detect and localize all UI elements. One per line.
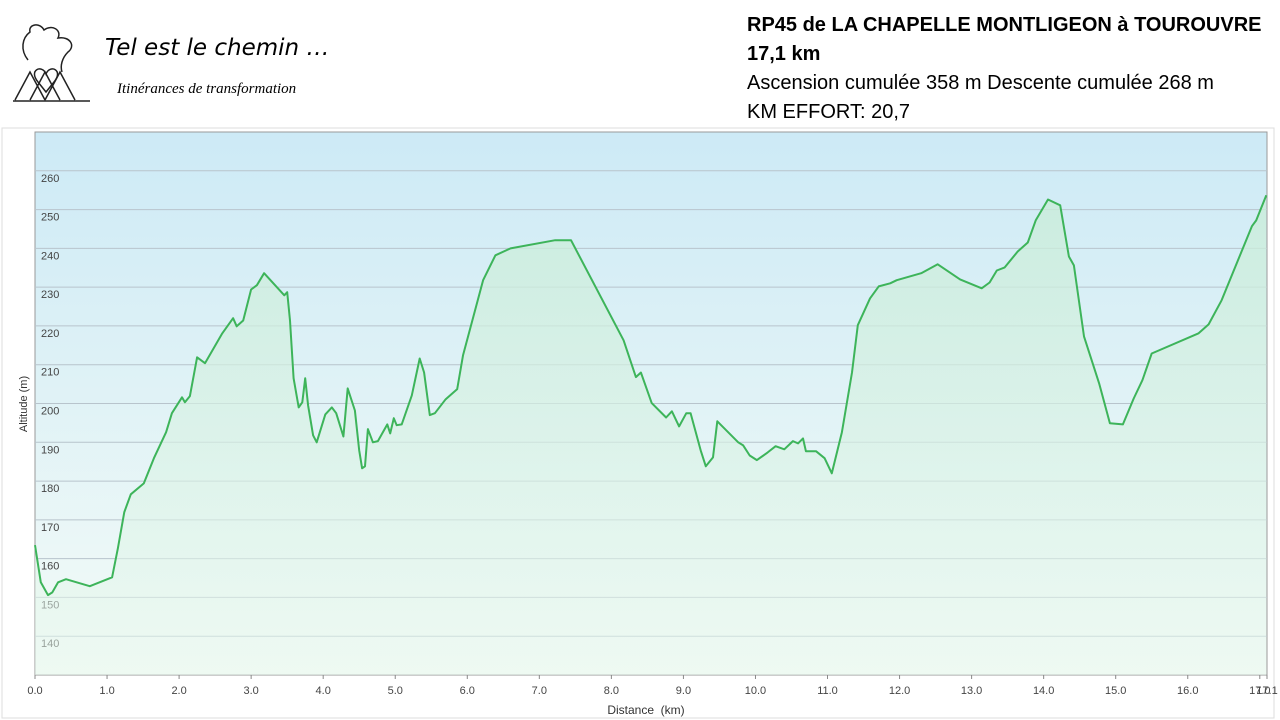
route-distance: 17,1 km xyxy=(747,43,820,65)
x-tick-label: 2.0 xyxy=(171,685,186,697)
elevation-line xyxy=(34,194,1268,597)
y-tick-label: 210 xyxy=(41,367,59,379)
y-tick-label: 200 xyxy=(41,406,59,418)
y-axis-label: Altitude (m) xyxy=(18,376,30,432)
logo-subtitle: Itinérances de transformation xyxy=(116,81,296,97)
x-tick-label: 16.0 xyxy=(1177,685,1198,697)
area xyxy=(35,195,1267,675)
y-tick-label: 180 xyxy=(41,483,59,495)
x-tick-label: 1.0 xyxy=(99,685,114,697)
logo-title: Tel est le chemin … xyxy=(105,35,329,61)
x-tick-label: 8.0 xyxy=(604,685,619,697)
route-elevation: Ascension cumulée 358 m Descente cumulée… xyxy=(747,72,1214,94)
x-tick-label: 7.0 xyxy=(532,685,547,697)
x-tick-label: 15.0 xyxy=(1105,685,1126,697)
y-tick-label: 160 xyxy=(41,561,59,573)
y-tick-label: 190 xyxy=(41,444,59,456)
x-tick-label: 17.0 xyxy=(1249,685,1270,697)
x-tick-label: 17.1 xyxy=(1256,685,1277,697)
y-tick-label: 220 xyxy=(41,328,59,340)
x-tick-label: 9.0 xyxy=(676,685,691,697)
x-axis-label: Distance (km) xyxy=(607,703,684,717)
x-tick-label: 3.0 xyxy=(243,685,258,697)
x-tick-label: 12.0 xyxy=(889,685,910,697)
x-tick-label: 14.0 xyxy=(1033,685,1054,697)
logo xyxy=(13,24,90,102)
x-tick-label: 13.0 xyxy=(961,685,982,697)
x-tick-label: 5.0 xyxy=(388,685,403,697)
x-tick-label: 0.0 xyxy=(27,685,42,697)
x-tick-label: 6.0 xyxy=(460,685,475,697)
y-tick-label: 260 xyxy=(41,173,59,185)
x-tick-label: 11.0 xyxy=(817,685,838,697)
y-tick-label: 240 xyxy=(41,250,59,262)
y-tick-label: 250 xyxy=(41,212,59,224)
x-tick-label: 4.0 xyxy=(316,685,331,697)
route-title: RP45 de LA CHAPELLE MONTLIGEON à TOUROUV… xyxy=(747,14,1262,36)
x-tick-label: 10.0 xyxy=(745,685,766,697)
y-tick-label: 170 xyxy=(41,522,59,534)
route-effort: KM EFFORT: 20,7 xyxy=(747,101,910,123)
y-tick-label: 230 xyxy=(41,289,59,301)
